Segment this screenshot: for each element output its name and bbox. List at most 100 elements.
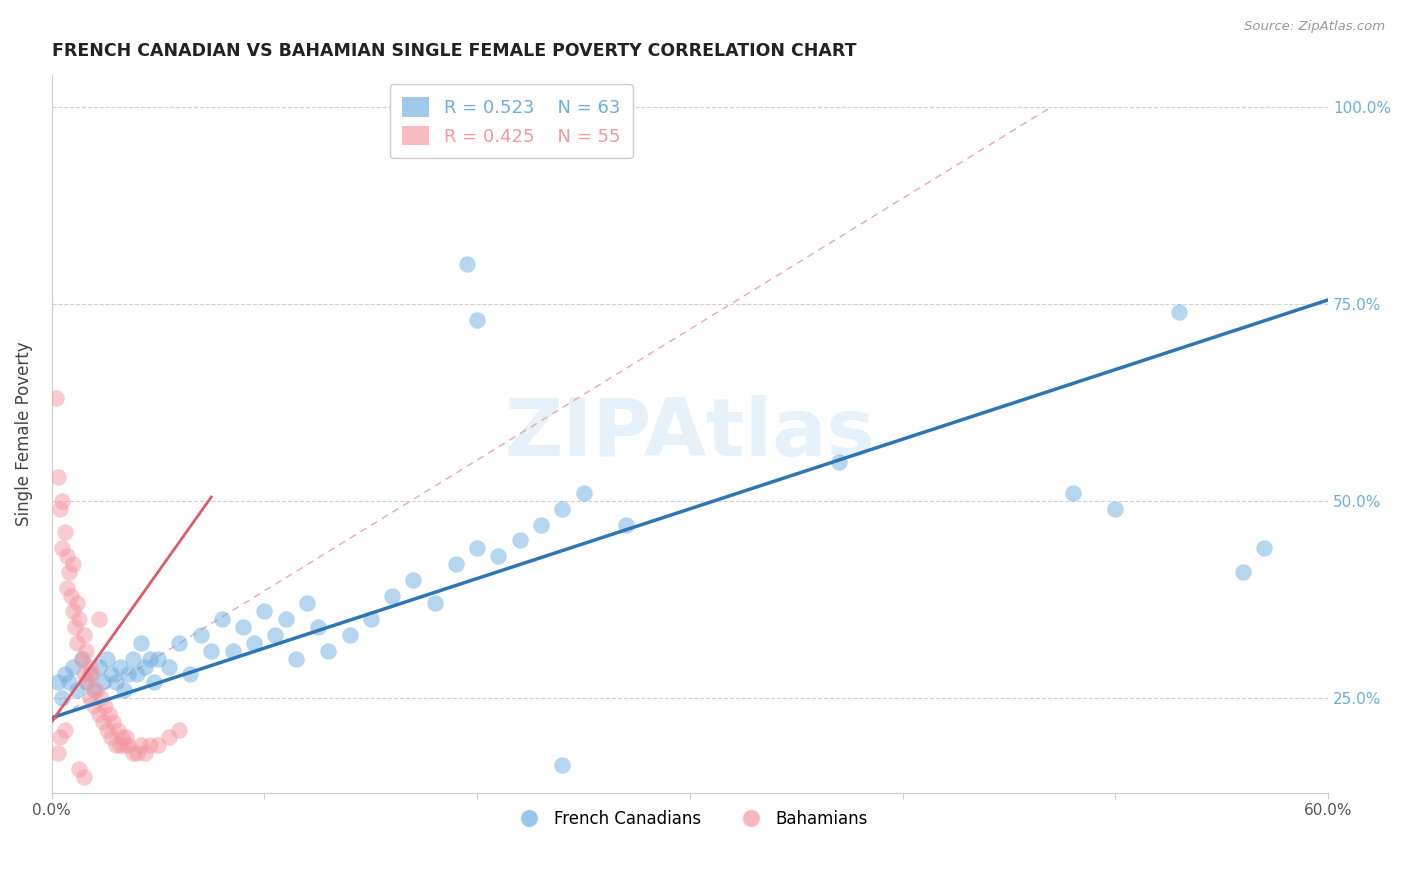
Bahamians: [111, 731, 134, 745]
Bahamians: [77, 675, 100, 690]
French Canadians: [551, 758, 574, 772]
Bahamians: [107, 723, 129, 737]
French Canadians: [444, 557, 467, 571]
Text: Source: ZipAtlas.com: Source: ZipAtlas.com: [1244, 20, 1385, 33]
Bahamians: [87, 706, 110, 721]
Bahamians: [121, 746, 143, 760]
French Canadians: [108, 659, 131, 673]
French Canadians: [316, 644, 339, 658]
French Canadians: [117, 667, 139, 681]
Bahamians: [79, 691, 101, 706]
French Canadians: [96, 651, 118, 665]
French Canadians: [402, 573, 425, 587]
French Canadians: [264, 628, 287, 642]
Bahamians: [117, 739, 139, 753]
Bahamians: [66, 636, 89, 650]
Bahamians: [67, 762, 90, 776]
French Canadians: [46, 675, 69, 690]
Text: FRENCH CANADIAN VS BAHAMIAN SINGLE FEMALE POVERTY CORRELATION CHART: FRENCH CANADIAN VS BAHAMIAN SINGLE FEMAL…: [52, 42, 856, 60]
Bahamians: [87, 612, 110, 626]
French Canadians: [1104, 501, 1126, 516]
Bahamians: [104, 739, 127, 753]
French Canadians: [221, 644, 243, 658]
French Canadians: [274, 612, 297, 626]
Bahamians: [55, 549, 77, 563]
Bahamians: [73, 770, 96, 784]
French Canadians: [70, 651, 93, 665]
French Canadians: [129, 636, 152, 650]
Bahamians: [73, 628, 96, 642]
Bahamians: [169, 723, 191, 737]
French Canadians: [100, 667, 122, 681]
French Canadians: [157, 659, 180, 673]
French Canadians: [211, 612, 233, 626]
Bahamians: [75, 644, 97, 658]
French Canadians: [79, 667, 101, 681]
Bahamians: [146, 739, 169, 753]
Bahamians: [108, 739, 131, 753]
Bahamians: [62, 557, 84, 571]
French Canadians: [58, 675, 80, 690]
French Canadians: [146, 651, 169, 665]
Bahamians: [98, 706, 121, 721]
Bahamians: [112, 739, 135, 753]
French Canadians: [142, 675, 165, 690]
French Canadians: [509, 533, 531, 548]
French Canadians: [307, 620, 329, 634]
Bahamians: [59, 589, 82, 603]
French Canadians: [121, 651, 143, 665]
French Canadians: [200, 644, 222, 658]
French Canadians: [465, 541, 488, 556]
French Canadians: [572, 486, 595, 500]
French Canadians: [62, 659, 84, 673]
Bahamians: [100, 731, 122, 745]
French Canadians: [1168, 304, 1191, 318]
French Canadians: [465, 312, 488, 326]
Bahamians: [58, 565, 80, 579]
French Canadians: [828, 454, 851, 468]
French Canadians: [423, 596, 446, 610]
Bahamians: [79, 659, 101, 673]
French Canadians: [66, 683, 89, 698]
French Canadians: [104, 675, 127, 690]
Bahamians: [45, 392, 67, 406]
French Canadians: [1253, 541, 1275, 556]
Bahamians: [70, 651, 93, 665]
French Canadians: [169, 636, 191, 650]
Bahamians: [49, 731, 72, 745]
Legend: French Canadians, Bahamians: French Canadians, Bahamians: [505, 803, 875, 835]
Bahamians: [134, 746, 156, 760]
French Canadians: [125, 667, 148, 681]
Bahamians: [103, 714, 125, 729]
French Canadians: [530, 517, 553, 532]
French Canadians: [190, 628, 212, 642]
Bahamians: [55, 581, 77, 595]
Bahamians: [129, 739, 152, 753]
French Canadians: [285, 651, 308, 665]
Bahamians: [96, 723, 118, 737]
Bahamians: [86, 683, 108, 698]
French Canadians: [243, 636, 266, 650]
Bahamians: [51, 541, 73, 556]
French Canadians: [134, 659, 156, 673]
French Canadians: [614, 517, 637, 532]
Bahamians: [66, 596, 89, 610]
Bahamians: [90, 691, 112, 706]
French Canadians: [53, 667, 76, 681]
French Canadians: [138, 651, 160, 665]
Bahamians: [53, 723, 76, 737]
Bahamians: [67, 612, 90, 626]
French Canadians: [339, 628, 361, 642]
Bahamians: [46, 746, 69, 760]
Bahamians: [91, 714, 114, 729]
French Canadians: [75, 675, 97, 690]
French Canadians: [51, 691, 73, 706]
Bahamians: [62, 604, 84, 618]
Bahamians: [49, 501, 72, 516]
French Canadians: [295, 596, 318, 610]
French Canadians: [179, 667, 201, 681]
French Canadians: [456, 257, 478, 271]
French Canadians: [112, 683, 135, 698]
Text: ZIPAtlas: ZIPAtlas: [505, 395, 876, 473]
French Canadians: [1062, 486, 1084, 500]
